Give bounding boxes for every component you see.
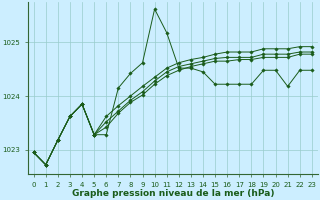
X-axis label: Graphe pression niveau de la mer (hPa): Graphe pression niveau de la mer (hPa) bbox=[71, 189, 274, 198]
